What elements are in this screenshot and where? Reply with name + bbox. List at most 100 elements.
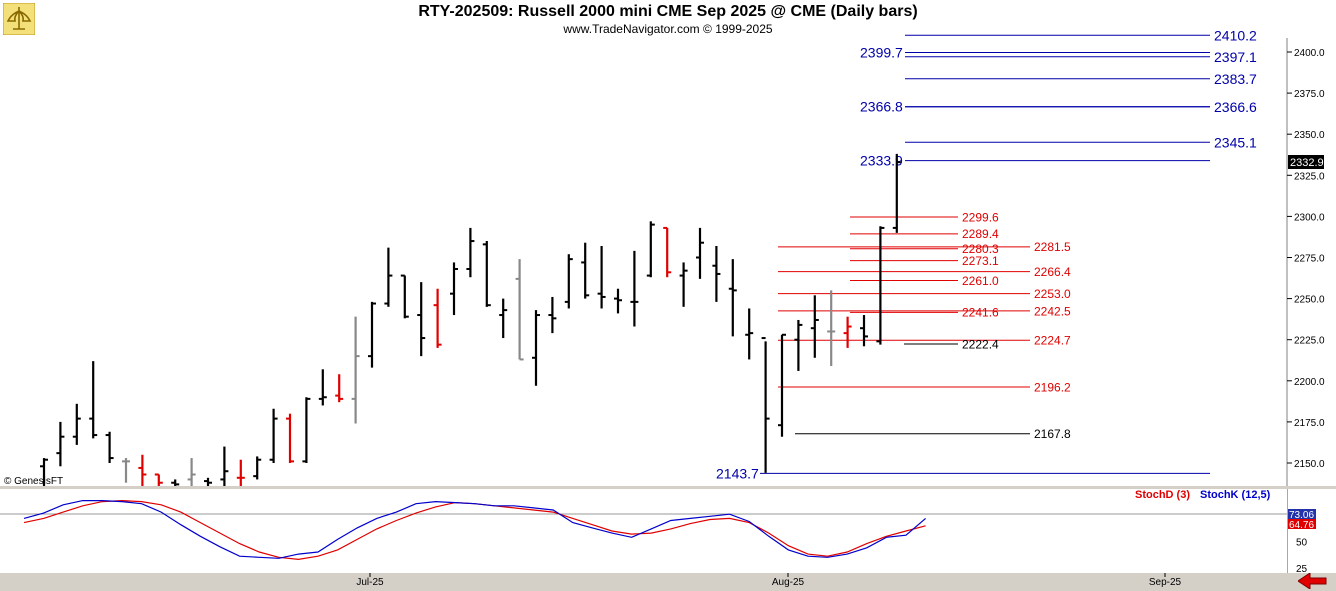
ohlc-bar xyxy=(302,397,311,463)
level-label: 2222.4 xyxy=(962,337,999,351)
level-label: 2261.0 xyxy=(962,274,999,288)
level-label: 2366.8 xyxy=(860,99,903,115)
levels-layer: 2410.2 2399.7 2397.1 2383.7 2366.8 2366.6 2345… xyxy=(716,27,1257,481)
ohlc-bar xyxy=(564,254,573,309)
ohlc-bar xyxy=(548,296,557,334)
level-label: 2196.2 xyxy=(1034,380,1071,394)
price-tick-label: 2300.0 xyxy=(1294,212,1325,223)
ohlc-bar xyxy=(614,288,622,314)
ohlc-bar xyxy=(499,298,508,339)
level-label: 2280.3 xyxy=(962,242,999,256)
ohlc-bar xyxy=(335,374,344,403)
ohlc-bar xyxy=(417,282,426,357)
price-tick-label: 2350.0 xyxy=(1294,130,1325,141)
price-level: 2266.4 xyxy=(778,265,1071,279)
price-level: 2399.7 xyxy=(860,45,1210,61)
price-level: 2280.3 xyxy=(850,242,999,256)
ohlc-bar xyxy=(761,337,770,473)
level-label: 2289.4 xyxy=(962,227,999,241)
price-axis-ticks: 2400.0 2375.0 2350.0 2325.0 2300.0 2275.0 2250… xyxy=(1287,48,1325,470)
level-label: 2345.1 xyxy=(1214,134,1257,150)
price-level: 2333.9 xyxy=(860,153,1210,169)
price-tick-label: 2175.0 xyxy=(1294,418,1325,429)
time-tick-label: Sep-25 xyxy=(1149,577,1182,588)
price-level: 2281.5 xyxy=(778,240,1071,254)
ohlc-bar xyxy=(745,308,754,360)
scroll-left-arrow-icon[interactable] xyxy=(1298,573,1328,589)
level-label: 2253.0 xyxy=(1034,287,1071,301)
price-level: 2242.5 xyxy=(778,304,1071,318)
stoch-k-value: 73.06 xyxy=(1289,510,1314,521)
price-tick-label: 2375.0 xyxy=(1294,89,1325,100)
ohlc-bar xyxy=(368,301,376,368)
ohlc-bar xyxy=(778,333,786,437)
price-level: 2167.8 xyxy=(795,427,1071,441)
level-label: 2333.9 xyxy=(860,153,903,169)
stoch-d-legend: StochD (3) xyxy=(1135,489,1190,501)
price-level: 2410.2 xyxy=(905,27,1257,43)
level-label: 2167.8 xyxy=(1034,427,1071,441)
price-level: 2383.7 xyxy=(905,71,1257,87)
stoch-panel xyxy=(0,489,1287,573)
level-label: 2299.6 xyxy=(962,210,999,224)
price-axis xyxy=(1287,38,1336,488)
ohlc-bar xyxy=(105,431,114,463)
price-level: 2241.6 xyxy=(850,306,999,320)
price-level: 2222.4 xyxy=(904,337,999,351)
ohlc-bar xyxy=(204,477,212,486)
ohlc-bar xyxy=(154,473,163,486)
ohlc-bar xyxy=(728,259,737,337)
level-label: 2397.1 xyxy=(1214,49,1257,65)
ohlc-bar xyxy=(171,479,180,486)
level-label: 2383.7 xyxy=(1214,71,1257,87)
price-level: 2224.7 xyxy=(778,334,1071,348)
ohlc-bar xyxy=(318,369,327,406)
ohlc-bar xyxy=(56,421,65,467)
ohlc-bar xyxy=(696,227,704,279)
ohlc-bar xyxy=(466,227,475,278)
stoch-d-badge xyxy=(1288,519,1316,529)
ohlc-bar xyxy=(794,319,803,371)
ohlc-bar xyxy=(138,454,147,486)
stoch-axis xyxy=(1288,489,1336,573)
price-tick-label: 2275.0 xyxy=(1294,254,1325,265)
level-label: 2273.1 xyxy=(962,254,999,268)
price-level: 2273.1 xyxy=(850,254,999,268)
stoch-k-legend: StochK (12,5) xyxy=(1200,489,1271,501)
ohlc-bar xyxy=(89,361,98,439)
price-tick-label: 2225.0 xyxy=(1294,336,1325,347)
ohlc-bar xyxy=(646,221,655,278)
ohlc-bar xyxy=(220,446,229,486)
stoch-tick-label: 25 xyxy=(1296,564,1308,575)
price-panel xyxy=(0,38,1287,488)
ohlc-bar xyxy=(482,241,491,307)
price-tick-label: 2200.0 xyxy=(1294,377,1325,388)
price-bars xyxy=(40,153,901,486)
time-tick-label: Jul-25 xyxy=(356,577,384,588)
ohlc-bar xyxy=(384,247,393,307)
ohlc-bar xyxy=(40,458,48,486)
level-label: 2366.6 xyxy=(1214,99,1257,115)
copyright-label: © GenesisFT xyxy=(4,476,63,487)
ohlc-bar xyxy=(532,310,540,386)
chart-subtitle: www.TradeNavigator.com © 1999-2025 xyxy=(563,22,773,36)
last-price-badge xyxy=(1288,155,1324,169)
chart-title: RTY-202509: Russell 2000 mini CME Sep 20… xyxy=(418,3,918,20)
ohlc-bar xyxy=(810,295,819,358)
level-label: 2410.2 xyxy=(1214,27,1257,43)
level-label: 2224.7 xyxy=(1034,334,1071,348)
ohlc-bar xyxy=(450,262,458,316)
price-level: 2299.6 xyxy=(850,210,999,224)
stoch-k-badge xyxy=(1288,509,1316,519)
price-level: 2253.0 xyxy=(778,287,1071,301)
level-label: 2399.7 xyxy=(860,45,903,61)
stoch-tick-label: 50 xyxy=(1296,538,1308,549)
price-tick-label: 2400.0 xyxy=(1294,48,1325,59)
ohlc-bar xyxy=(515,259,524,361)
ohlc-bar xyxy=(597,245,606,309)
time-tick-label: Aug-25 xyxy=(772,577,805,588)
time-axis xyxy=(0,573,1336,591)
price-level: 2397.1 xyxy=(905,49,1257,65)
ohlc-bar xyxy=(433,288,442,348)
